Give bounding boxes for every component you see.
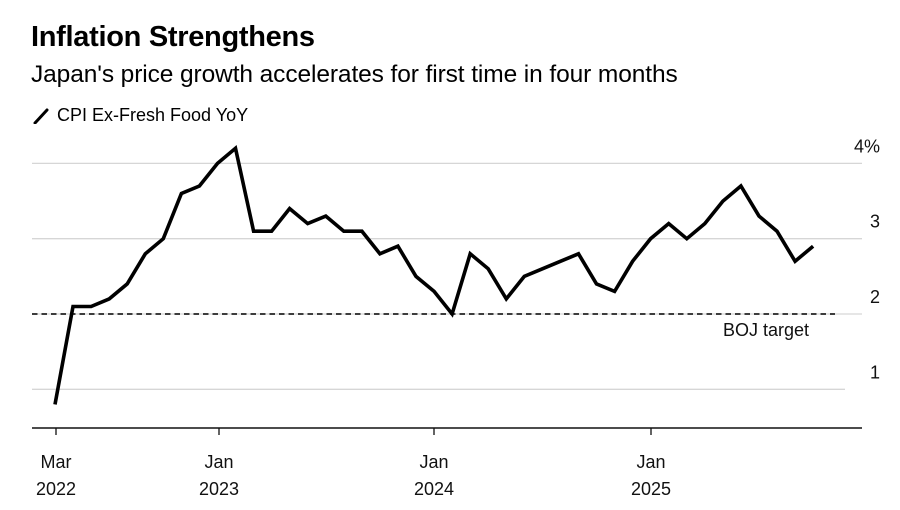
x-tick-label-year: 2025 (631, 479, 671, 499)
x-axis: Mar 2022 Jan 2023 Jan 2024 Jan 2025 (32, 427, 862, 499)
x-tick-label-year: 2022 (36, 479, 76, 499)
y-tick-label: 3 (870, 212, 880, 232)
boj-target-label: BOJ target (723, 320, 809, 340)
x-tick-label-month: Jan (204, 452, 233, 472)
gridlines (32, 162, 862, 390)
line-swatch-icon (33, 108, 49, 124)
y-tick-label: 4% (854, 136, 880, 156)
legend: CPI Ex-Fresh Food YoY (33, 105, 248, 126)
chart-title: Inflation Strengthens (31, 21, 315, 53)
reference-line-group: BOJ target (32, 313, 835, 340)
series-group (53, 145, 815, 405)
x-tick-label-year: 2023 (199, 479, 239, 499)
series-line-cpi (53, 145, 815, 405)
chart-subtitle: Japan's price growth accelerates for fir… (31, 61, 678, 88)
y-tick-label: 2 (870, 287, 880, 307)
x-tick-label-month: Jan (419, 452, 448, 472)
x-tick-label-year: 2024 (414, 479, 454, 499)
legend-label: CPI Ex-Fresh Food YoY (57, 105, 249, 125)
x-tick-label-month: Mar (41, 452, 72, 472)
y-axis-ticks: 4% 3 2 1 (854, 136, 880, 382)
x-tick-label-month: Jan (636, 452, 665, 472)
y-tick-label: 1 (870, 362, 880, 382)
